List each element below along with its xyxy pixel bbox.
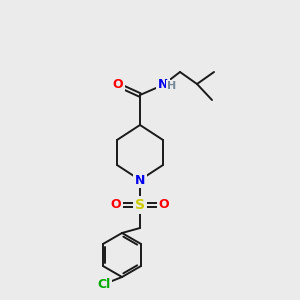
Text: Cl: Cl [98,278,111,292]
Text: O: O [111,199,121,212]
Text: O: O [113,79,123,92]
Text: H: H [167,81,177,91]
Text: N: N [158,79,168,92]
Text: O: O [159,199,169,212]
Text: N: N [135,173,145,187]
Text: S: S [135,198,145,212]
